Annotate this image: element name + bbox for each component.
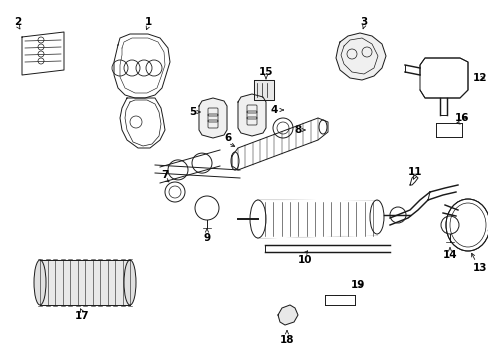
Text: 8: 8 (294, 125, 305, 135)
Text: 15: 15 (258, 67, 273, 77)
Polygon shape (253, 80, 273, 100)
Ellipse shape (445, 199, 488, 251)
Ellipse shape (124, 260, 136, 305)
Text: 12: 12 (472, 73, 486, 83)
Text: 7: 7 (161, 170, 168, 180)
Polygon shape (258, 200, 376, 238)
Polygon shape (199, 98, 226, 138)
Text: 19: 19 (350, 280, 365, 290)
Polygon shape (335, 33, 385, 80)
Text: 6: 6 (224, 133, 231, 143)
Text: 1: 1 (144, 17, 151, 27)
Text: 3: 3 (360, 17, 367, 27)
Text: 10: 10 (297, 255, 312, 265)
Polygon shape (419, 58, 467, 98)
Polygon shape (120, 98, 164, 148)
Polygon shape (114, 34, 170, 98)
Text: 5: 5 (189, 107, 200, 117)
Text: 14: 14 (442, 250, 456, 260)
Text: 18: 18 (279, 335, 294, 345)
Text: 16: 16 (454, 113, 468, 123)
Polygon shape (231, 118, 327, 170)
Text: 11: 11 (407, 167, 421, 177)
Text: 9: 9 (203, 233, 210, 243)
Text: 2: 2 (14, 17, 21, 27)
Text: 17: 17 (75, 311, 89, 321)
Ellipse shape (34, 260, 46, 305)
Text: 13: 13 (472, 263, 486, 273)
Text: 4: 4 (270, 105, 283, 115)
Polygon shape (40, 260, 130, 305)
Polygon shape (278, 305, 297, 325)
Polygon shape (238, 94, 265, 136)
